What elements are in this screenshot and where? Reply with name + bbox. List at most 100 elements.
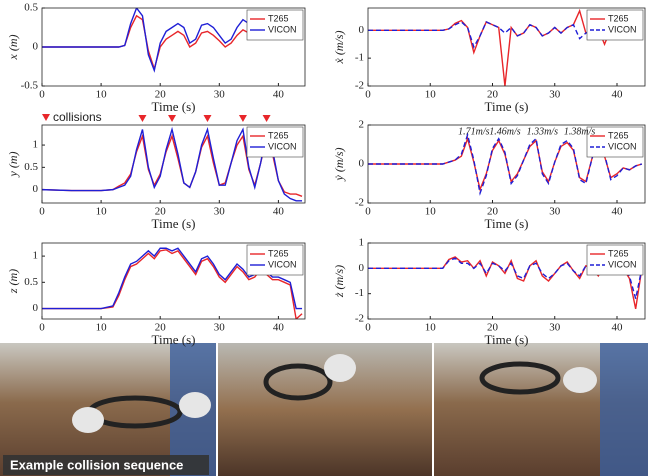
x-tick-label: 0	[39, 89, 45, 101]
photo	[218, 343, 432, 476]
legend-label: T265	[608, 13, 629, 23]
x-tick-label: 20	[155, 206, 167, 218]
balloon	[72, 407, 104, 433]
plot-frame	[41, 7, 306, 87]
y-axis-label: ẏ (m/s)	[332, 148, 346, 182]
y-axis-label: z (m)	[6, 269, 20, 294]
x-axis-label: Time (s)	[152, 216, 196, 231]
legend-box	[246, 244, 304, 276]
plot-frame	[41, 124, 306, 204]
x-axis-label: Time (s)	[485, 216, 529, 231]
y-tick-label: 0	[359, 262, 365, 274]
legend-label: T265	[268, 248, 289, 258]
collision-legend-label: collisions	[53, 110, 102, 124]
x-tick-label: 30	[549, 206, 561, 218]
y-tick-label: 1	[33, 139, 39, 151]
y-axis-label: y (m)	[6, 152, 20, 178]
y-tick-label: 1	[359, 237, 365, 249]
collision-legend-marker	[42, 114, 50, 121]
legend-label: T265	[608, 130, 629, 140]
legend-label: VICON	[268, 259, 297, 269]
balloon	[179, 392, 211, 418]
legend-label: VICON	[608, 24, 637, 34]
y-tick-label: 0	[33, 183, 39, 195]
x-tick-label: 10	[96, 89, 108, 101]
x-tick-label: 40	[611, 206, 623, 218]
x-tick-label: 0	[365, 206, 371, 218]
legend-label: T265	[608, 248, 629, 258]
y-tick-label: -2	[355, 80, 364, 92]
y-tick-label: 0.5	[24, 161, 38, 173]
legend-box	[586, 126, 644, 158]
caption-box	[3, 455, 209, 475]
y-tick-label: 0	[33, 302, 39, 314]
x-axis-label: Time (s)	[485, 99, 529, 114]
legend-box	[586, 9, 644, 41]
x-tick-label: 40	[611, 322, 623, 334]
x-tick-label: 10	[96, 206, 108, 218]
y-tick-label: 0	[359, 158, 365, 170]
legend-label: VICON	[268, 141, 297, 151]
x-tick-label: 40	[273, 89, 285, 101]
x-axis-label: Time (s)	[485, 332, 529, 347]
x-tick-label: 40	[273, 206, 285, 218]
plot-area	[368, 8, 643, 86]
x-axis-label: Time (s)	[152, 99, 196, 114]
y-tick-label: -1	[355, 52, 364, 64]
x-tick-label: 10	[425, 89, 437, 101]
collision-marker	[138, 115, 147, 122]
plot-frame	[367, 242, 646, 320]
y-axis-label: ẋ (m/s)	[332, 31, 346, 65]
x-axis-label: Time (s)	[152, 332, 196, 347]
drone	[263, 363, 333, 401]
legend-box	[246, 9, 304, 41]
y-tick-label: -0.5	[21, 80, 39, 92]
x-tick-label: 40	[273, 322, 285, 334]
line-series	[368, 132, 643, 196]
annotation: 1.71m/s	[458, 126, 490, 137]
x-tick-label: 40	[611, 89, 623, 101]
y-axis-label: x (m)	[6, 35, 20, 61]
balloon	[563, 367, 597, 393]
x-tick-label: 10	[425, 322, 437, 334]
x-tick-label: 0	[365, 322, 371, 334]
y-tick-label: 1	[33, 250, 39, 262]
y-tick-label: 0.5	[24, 276, 38, 288]
x-tick-label: 20	[487, 322, 499, 334]
collision-marker	[262, 115, 271, 122]
legend-label: VICON	[268, 24, 297, 34]
y-tick-label: -2	[355, 197, 364, 209]
drone	[479, 361, 561, 395]
y-tick-label: -2	[355, 313, 364, 325]
y-tick-label: 0	[359, 24, 365, 36]
x-tick-label: 0	[39, 322, 45, 334]
x-tick-label: 10	[96, 322, 108, 334]
y-tick-label: 2	[359, 119, 365, 131]
collision-marker	[238, 115, 247, 122]
curtain	[600, 343, 648, 476]
y-tick-label: 0.5	[24, 2, 38, 14]
plot-frame	[367, 124, 646, 204]
line-series	[368, 257, 643, 299]
legend-label: VICON	[608, 141, 637, 151]
y-tick-label: 0	[33, 41, 39, 53]
x-tick-label: 30	[214, 89, 226, 101]
annotation: 1.46m/s	[489, 126, 521, 137]
x-tick-label: 30	[214, 322, 226, 334]
y-axis-label: ż (m/s)	[332, 265, 346, 298]
line-series	[368, 136, 643, 192]
legend-box	[586, 244, 644, 276]
legend-label: T265	[268, 13, 289, 23]
plot-area	[368, 132, 643, 196]
photo-strip: Example collision sequence	[0, 343, 648, 476]
legend-box	[246, 126, 304, 158]
plot-frame	[367, 7, 646, 87]
x-tick-label: 30	[214, 206, 226, 218]
y-tick-label: -1	[355, 287, 364, 299]
collision-marker	[168, 115, 177, 122]
balloon	[324, 354, 356, 382]
x-tick-label: 0	[365, 89, 371, 101]
x-tick-label: 0	[39, 206, 45, 218]
annotation: 1.33m/s	[527, 126, 559, 137]
